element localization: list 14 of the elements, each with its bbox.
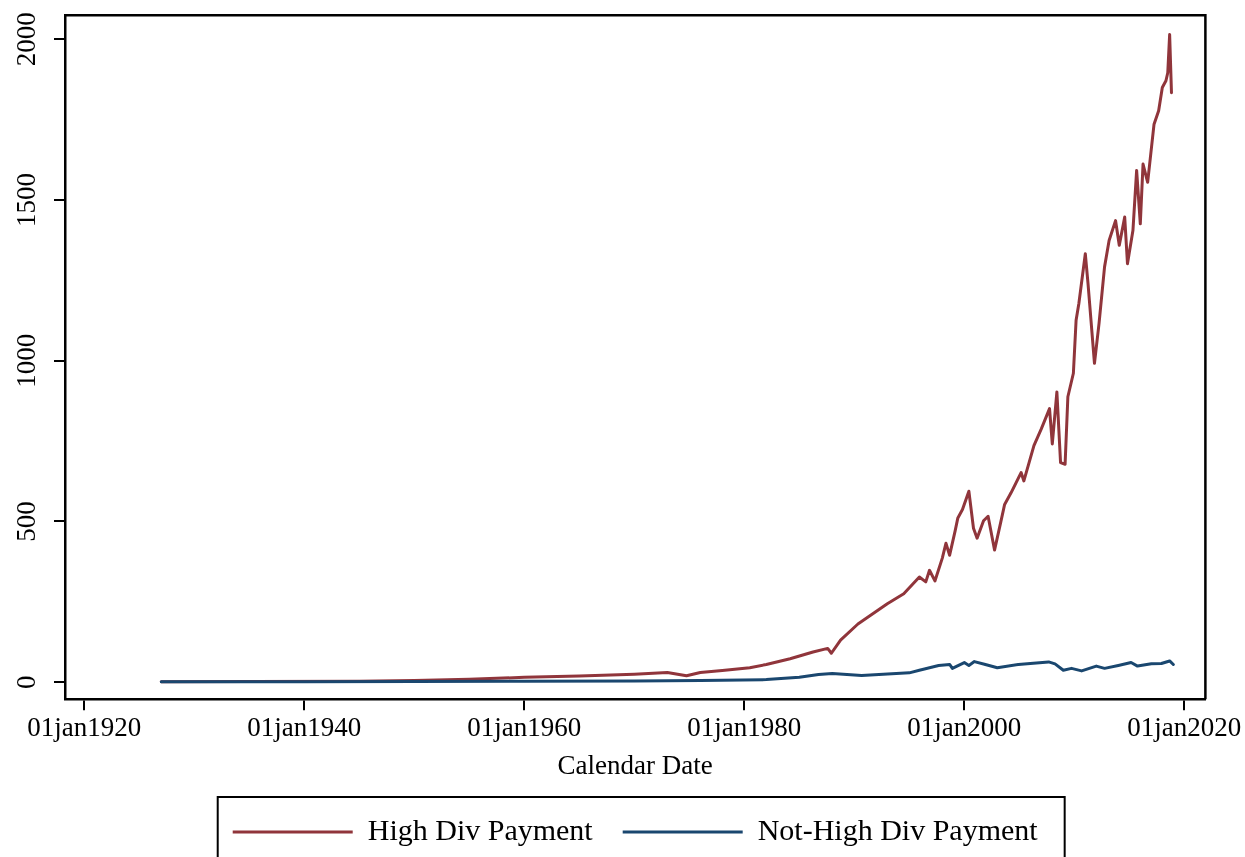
y-tick-label: 0 [11, 675, 42, 689]
x-tick-label: 01jan1960 [467, 712, 582, 743]
x-tick-label: 01jan1940 [247, 712, 362, 743]
legend-label: High Div Payment [367, 812, 594, 846]
legend-label: Not-High Div Payment [757, 812, 1039, 846]
y-tick-label: 1500 [11, 173, 42, 228]
y-tick-label: 2000 [11, 12, 42, 67]
x-tick-label: 01jan2020 [1127, 712, 1242, 743]
x-tick-label: 01jan1980 [687, 712, 802, 743]
y-tick-label: 1000 [11, 333, 42, 388]
y-tick-label: 500 [11, 501, 42, 542]
x-axis-title: Calendar Date [557, 749, 713, 780]
x-tick-label: 01jan2000 [907, 712, 1022, 743]
x-tick-label: 01jan1920 [27, 712, 142, 743]
